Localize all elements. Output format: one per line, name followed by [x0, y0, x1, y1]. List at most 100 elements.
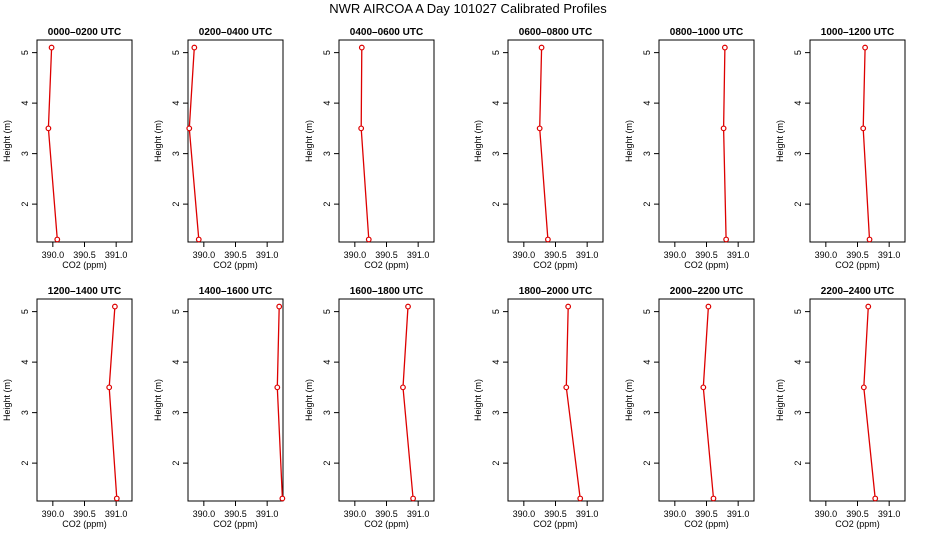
y-tick-label: 4	[171, 360, 181, 365]
y-tick-label: 2	[642, 202, 652, 207]
y-tick-label: 4	[642, 360, 652, 365]
data-point	[274, 384, 281, 391]
plot-frame	[338, 39, 435, 243]
x-axis-label: CO2 (ppm)	[684, 519, 729, 529]
series-line	[402, 306, 414, 499]
data-point	[358, 44, 365, 51]
y-axis-label: Height (m)	[473, 379, 483, 421]
series-line	[188, 47, 200, 240]
x-tick-label: 390.5	[224, 250, 247, 260]
data-point	[279, 495, 286, 502]
data-point	[860, 384, 867, 391]
y-tick-label: 2	[322, 202, 332, 207]
x-tick-label: 391.0	[878, 250, 901, 260]
plot-frame	[809, 39, 906, 243]
y-tick-label: 5	[793, 50, 803, 55]
y-tick-label: 5	[20, 50, 30, 55]
x-axis-label: CO2 (ppm)	[62, 260, 107, 270]
panel-title: 2000–2200 UTC	[670, 286, 743, 297]
data-point	[48, 44, 55, 51]
x-axis-label: CO2 (ppm)	[213, 519, 258, 529]
panel-title: 0800–1000 UTC	[670, 27, 743, 38]
x-tick-label: 391.0	[576, 250, 599, 260]
x-tick-label: 390.5	[846, 250, 869, 260]
y-tick-label: 5	[20, 309, 30, 314]
panel-title: 0400–0600 UTC	[350, 27, 423, 38]
y-tick-label: 2	[322, 461, 332, 466]
data-point	[705, 303, 712, 310]
x-tick-label: 391.0	[727, 509, 750, 519]
data-point	[410, 495, 417, 502]
x-tick-label: 390.0	[42, 250, 65, 260]
y-tick-label: 5	[642, 309, 652, 314]
y-tick-label: 3	[491, 410, 501, 415]
panel-title: 0600–0800 UTC	[519, 27, 592, 38]
y-axis-label: Height (m)	[624, 379, 634, 421]
plot-frame	[658, 39, 755, 243]
series-line	[702, 306, 715, 499]
data-point	[577, 495, 584, 502]
y-tick-label: 2	[793, 202, 803, 207]
x-axis-label: CO2 (ppm)	[364, 260, 409, 270]
panel-10: 1800–2000 UTC 390.0 390.5 391.0 2 3 4 5 CO2 (ppm…	[473, 286, 604, 529]
data-point	[721, 44, 728, 51]
series-line	[276, 306, 284, 499]
y-tick-label: 3	[20, 410, 30, 415]
data-point	[45, 125, 52, 132]
panel-5: 0800–1000 UTC 390.0 390.5 391.0 2 3 4 5 CO2 (ppm…	[624, 27, 755, 270]
data-point	[700, 384, 707, 391]
series-line	[47, 47, 58, 240]
panel-12: 2200–2400 UTC 390.0 390.5 391.0 2 3 4 5 CO2 (ppm…	[775, 286, 906, 529]
panel-4: 0600–0800 UTC 390.0 390.5 391.0 2 3 4 5 CO2 (ppm…	[473, 27, 604, 270]
series-line	[565, 306, 581, 499]
x-tick-label: 391.0	[407, 509, 430, 519]
x-tick-label: 391.0	[878, 509, 901, 519]
y-tick-label: 4	[491, 360, 501, 365]
series-line	[539, 47, 549, 240]
y-axis-label: Height (m)	[2, 120, 12, 162]
y-tick-label: 3	[642, 410, 652, 415]
y-tick-label: 5	[491, 309, 501, 314]
x-tick-label: 390.0	[344, 509, 367, 519]
y-tick-label: 5	[171, 50, 181, 55]
y-tick-label: 2	[491, 461, 501, 466]
x-tick-label: 390.0	[193, 509, 216, 519]
data-point	[862, 44, 868, 51]
data-point	[720, 125, 727, 132]
y-tick-label: 4	[642, 101, 652, 106]
series-line	[863, 306, 876, 499]
y-tick-label: 4	[20, 360, 30, 365]
y-tick-label: 3	[642, 151, 652, 156]
series-line	[360, 47, 370, 240]
x-axis-label: CO2 (ppm)	[62, 519, 107, 529]
x-tick-label: 390.5	[695, 509, 718, 519]
y-tick-label: 4	[793, 360, 803, 365]
series-line	[862, 47, 871, 240]
data-point	[186, 125, 193, 132]
x-tick-label: 390.0	[193, 250, 216, 260]
data-point	[405, 303, 411, 310]
panel-title: 2200–2400 UTC	[821, 286, 894, 297]
plot-frame	[507, 298, 604, 502]
x-axis-label: CO2 (ppm)	[835, 519, 880, 529]
x-tick-label: 390.5	[224, 509, 247, 519]
data-point	[358, 125, 365, 132]
panel-8: 1400–1600 UTC 390.0 390.5 391.0 2 3 4 5 CO2 (ppm…	[153, 286, 286, 529]
y-tick-label: 3	[171, 151, 181, 156]
panel-title: 1400–1600 UTC	[199, 286, 272, 297]
data-point	[111, 303, 118, 310]
x-tick-label: 390.5	[846, 509, 869, 519]
y-tick-label: 4	[322, 360, 332, 365]
y-tick-label: 5	[171, 309, 181, 314]
y-tick-label: 3	[171, 410, 181, 415]
y-tick-label: 3	[322, 410, 332, 415]
x-tick-label: 390.0	[42, 509, 65, 519]
data-point	[538, 44, 545, 51]
x-tick-label: 391.0	[407, 250, 430, 260]
x-tick-label: 391.0	[105, 250, 128, 260]
y-tick-label: 2	[171, 202, 181, 207]
x-tick-label: 390.5	[544, 509, 567, 519]
x-tick-label: 390.5	[375, 509, 398, 519]
